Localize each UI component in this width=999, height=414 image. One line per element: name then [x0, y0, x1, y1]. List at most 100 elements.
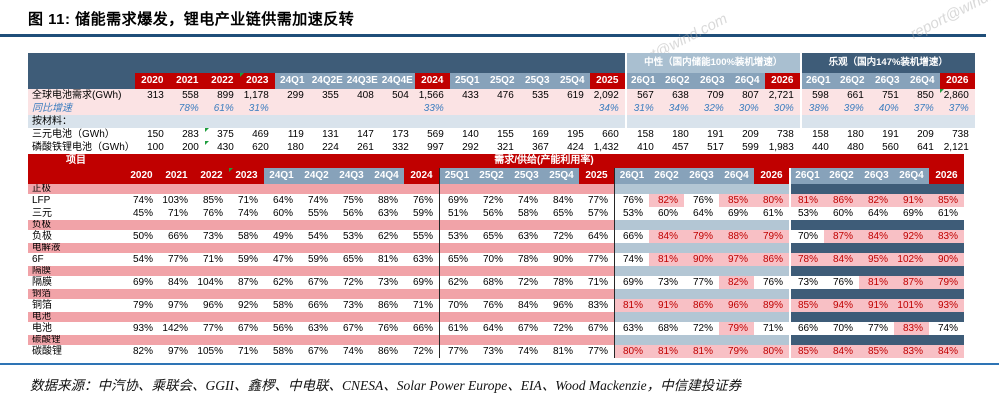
section-cell	[159, 335, 194, 345]
section-cell	[159, 243, 194, 253]
section-cell	[299, 266, 334, 276]
row-label: 磷酸铁锂电池（GWh）	[28, 141, 135, 154]
data-cell: 93%	[124, 322, 159, 335]
data-cell: 63%	[404, 253, 439, 266]
data-cell: 807	[729, 89, 765, 102]
data-cell: 79%	[719, 322, 754, 335]
section-cell	[299, 312, 334, 322]
data-cell: 375	[204, 128, 240, 141]
data-cell: 180	[274, 141, 310, 154]
section-row: 隔膜	[28, 266, 964, 276]
data-cell: 738	[939, 128, 975, 141]
data-cell: 60%	[649, 207, 684, 220]
data-cell: 90%	[929, 253, 964, 266]
column-header-row: 2020 2021 2022 2023 24Q1 24Q2 24Q3 24Q4 2024 25Q1…	[28, 168, 964, 184]
data-source-footer: 数据来源：中汽协、乘联会、GGII、鑫椤、中电联、CNESA、Solar Pow…	[30, 378, 742, 393]
section-cell	[789, 289, 824, 299]
data-cell: 77%	[579, 345, 614, 358]
data-cell: 100	[134, 141, 170, 154]
data-cell: 38%	[799, 102, 835, 115]
section-cell	[404, 243, 439, 253]
data-cell: 31%	[239, 102, 275, 115]
data-cell	[764, 115, 800, 128]
section-cell	[439, 243, 474, 253]
data-cell: 30%	[764, 102, 800, 115]
section-cell	[194, 335, 229, 345]
data-cell: 80%	[754, 194, 789, 207]
data-cell: 367	[519, 141, 555, 154]
data-cell: 94%	[824, 299, 859, 312]
data-cell: 84%	[929, 345, 964, 358]
section-cell	[859, 184, 894, 194]
data-cell: 72%	[544, 322, 579, 335]
column-header: 26Q4	[894, 168, 929, 184]
section-cell	[894, 312, 929, 322]
data-cell: 73%	[649, 276, 684, 289]
section-cell	[824, 184, 859, 194]
data-cell	[799, 115, 835, 128]
row-label: 同比增速	[28, 102, 135, 115]
data-cell: 61%	[204, 102, 240, 115]
section-cell	[439, 289, 474, 299]
data-cell: 82%	[859, 194, 894, 207]
section-cell	[684, 243, 719, 253]
section-cell	[579, 266, 614, 276]
data-cell: 66%	[404, 322, 439, 335]
data-cell: 476	[484, 89, 520, 102]
data-cell: 90%	[544, 253, 579, 266]
section-cell	[474, 220, 509, 230]
data-cell	[519, 102, 555, 115]
column-header: 26Q2	[659, 73, 695, 89]
table-row: 按材料：	[28, 115, 975, 128]
battery-demand-table: 中性（国内储能100%装机增速） 乐观（国内147%装机增速） 2020 2021 20…	[28, 53, 975, 154]
section-cell	[264, 243, 299, 253]
table-row: 三元电池（GWh） 150 283 375 469 119 131 147 173 569 140 1…	[28, 128, 975, 141]
data-cell: 899	[204, 89, 240, 102]
column-header: 25Q3	[519, 73, 555, 89]
data-cell: 80%	[614, 345, 649, 358]
section-cell	[264, 266, 299, 276]
data-cell: 79%	[754, 230, 789, 243]
column-header: 26Q2	[649, 168, 684, 184]
data-cell: 619	[554, 89, 590, 102]
data-cell: 77%	[439, 345, 474, 358]
data-cell: 83%	[579, 299, 614, 312]
column-header: 26Q2	[824, 168, 859, 184]
data-cell: 74%	[614, 253, 649, 266]
section-cell	[894, 266, 929, 276]
data-cell: 30%	[729, 102, 765, 115]
section-cell	[124, 289, 159, 299]
data-cell: 33%	[414, 102, 450, 115]
data-cell: 74%	[509, 194, 544, 207]
section-cell	[299, 335, 334, 345]
data-cell: 61%	[929, 207, 964, 220]
section-cell	[334, 220, 369, 230]
section-cell	[194, 220, 229, 230]
data-cell	[659, 115, 695, 128]
row-label: 碳酸锂	[28, 345, 124, 358]
table-row: 全球电池需求(GWh) 313 558 899 1,178 299 355 408 504 1,5…	[28, 89, 975, 102]
data-cell	[344, 102, 380, 115]
data-cell: 850	[904, 89, 940, 102]
data-cell: 424	[554, 141, 590, 154]
section-cell	[894, 243, 929, 253]
data-cell: 751	[869, 89, 905, 102]
data-cell: 81%	[684, 345, 719, 358]
data-cell: 77%	[159, 253, 194, 266]
data-cell	[169, 115, 205, 128]
section-cell	[369, 243, 404, 253]
column-header: 24Q4E	[379, 73, 415, 89]
section-cell	[929, 220, 964, 230]
data-cell: 51%	[439, 207, 474, 220]
section-cell	[824, 220, 859, 230]
data-cell: 72%	[334, 276, 369, 289]
data-cell: 408	[344, 89, 380, 102]
data-cell: 92%	[229, 299, 264, 312]
table-row: 隔膜 69% 84% 104% 87% 62% 67% 72% 73% 69% 62% 68% 72% 7…	[28, 276, 964, 289]
data-cell: 73%	[334, 299, 369, 312]
data-cell: 67%	[334, 322, 369, 335]
data-cell: 64%	[264, 194, 299, 207]
column-header: 26Q1	[799, 73, 835, 89]
data-cell: 81%	[859, 276, 894, 289]
section-cell	[544, 220, 579, 230]
